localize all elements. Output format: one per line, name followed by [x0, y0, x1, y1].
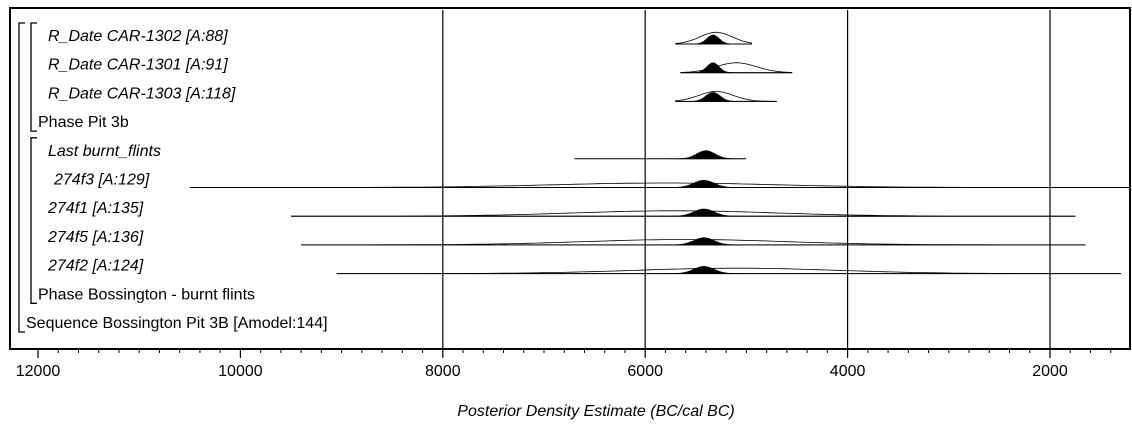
prior-density [291, 210, 1076, 217]
distribution-row [189, 180, 1130, 188]
bracket-phase-pit-3b [30, 22, 37, 132]
distribution-row [336, 266, 1121, 275]
x-axis: 12000 10000 8000 6000 4000 2000 [16, 348, 1112, 380]
posterior-density [684, 92, 742, 102]
row-label: Phase Bossington - burnt flints [38, 286, 255, 303]
posterior-density [663, 266, 745, 274]
row-label: R_Date CAR-1303 [A:118] [48, 85, 236, 102]
row-label: R_Date CAR-1302 [A:88] [48, 28, 228, 45]
prior-density [220, 182, 1111, 188]
row-label: 274f3 [A:129] [53, 172, 150, 189]
x-tick-label: 6000 [627, 363, 663, 380]
distribution-row [291, 208, 1076, 217]
prior-density [336, 267, 1121, 274]
row-label: R_Date CAR-1301 [A:91] [48, 57, 228, 74]
row-label: 274f2 [A:124] [47, 258, 144, 275]
plot-frame [9, 7, 1131, 350]
posterior-density [663, 208, 745, 217]
phase-brackets [18, 22, 37, 333]
distribution-row [675, 91, 777, 102]
row-label: 274f5 [A:136] [47, 229, 144, 246]
posterior-density [688, 62, 738, 73]
row-label: Last burnt_flints [48, 143, 161, 160]
x-tick-label: 4000 [830, 363, 866, 380]
prior-density [301, 239, 1086, 246]
posterior-density [669, 150, 743, 160]
distribution-row [675, 31, 752, 45]
distribution-rows [189, 31, 1130, 275]
row-label: Sequence Bossington Pit 3B [Amodel:144] [26, 315, 328, 332]
distribution-row [680, 62, 793, 74]
prior-density [675, 31, 752, 45]
x-tick-label: 8000 [425, 363, 461, 380]
row-label: Phase Pit 3b [38, 114, 129, 131]
distribution-row [574, 150, 747, 160]
row-label: 274f1 [A:135] [47, 200, 144, 217]
x-tick-label: 10000 [218, 363, 263, 380]
distribution-row [301, 237, 1086, 246]
posterior-density [663, 237, 745, 246]
grid-lines [442, 10, 1051, 348]
posterior-density [688, 34, 738, 45]
prior-density [680, 62, 793, 74]
bracket-phase-bossington [30, 137, 37, 304]
x-tick-label: 2000 [1032, 363, 1068, 380]
prior-density [675, 91, 777, 102]
posterior-density [663, 180, 745, 188]
x-axis-title: Posterior Density Estimate (BC/cal BC) [457, 403, 734, 420]
x-tick-label: 12000 [16, 363, 61, 380]
row-labels: R_Date CAR-1302 [A:88] R_Date CAR-1301 [A… [26, 28, 328, 332]
bracket-sequence [18, 22, 25, 333]
